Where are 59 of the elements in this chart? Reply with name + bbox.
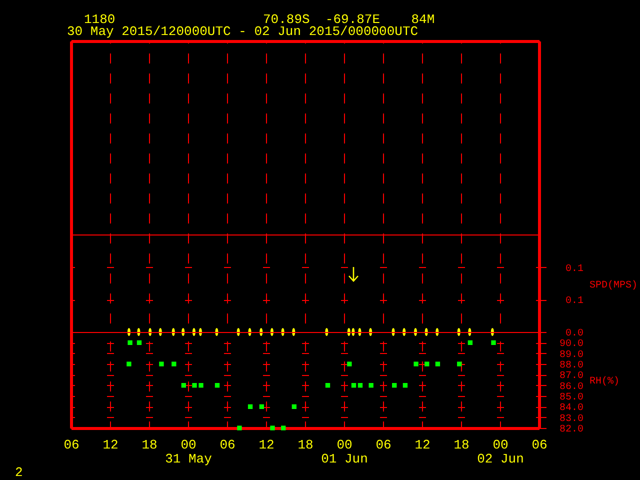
point: [126, 362, 132, 366]
y-tick-label: 84.0: [559, 403, 584, 414]
point: [280, 426, 286, 430]
y-axis-title: SPD(MPS): [590, 279, 638, 292]
x-tick-label: 18: [298, 438, 314, 452]
point: [347, 362, 352, 366]
x-tick-label: 00 31 May: [165, 438, 212, 466]
point: [292, 404, 297, 410]
y-tick-label: 90.0: [559, 339, 584, 350]
point: [172, 362, 176, 366]
y-axis-title: RH(%): [590, 376, 620, 388]
point: [368, 382, 374, 388]
point: [457, 362, 462, 366]
point: [325, 382, 330, 388]
point: [128, 340, 132, 346]
y-tick-label: 86.0: [559, 382, 584, 393]
y-tick-label: 87.0: [559, 371, 584, 382]
point: [259, 404, 264, 410]
text: 70.89S -69.87E 84M: [263, 12, 435, 27]
x-tick-label: 06: [220, 438, 236, 452]
point: [248, 404, 253, 410]
x-tick-label: 12: [414, 438, 430, 452]
y-tick-label: 88.0: [559, 360, 584, 372]
y-tick-label: 82.0: [559, 424, 584, 436]
point: [136, 340, 142, 346]
point: [414, 362, 418, 366]
point: [192, 382, 197, 388]
x-tick-label: 18: [142, 438, 158, 452]
point: [159, 362, 164, 366]
point: [424, 362, 430, 366]
point: [402, 382, 408, 388]
point: [435, 362, 440, 366]
point: [491, 340, 496, 346]
point: [351, 382, 356, 388]
y-tick-label: 85.0: [559, 392, 584, 404]
text: 1180: [84, 12, 116, 27]
point: [468, 340, 473, 346]
y-tick-label: 83.0: [559, 414, 584, 425]
x-tick-label: 06: [376, 438, 392, 452]
y-tick-label: 0.1: [565, 264, 584, 275]
point: [214, 382, 220, 388]
y-tick-label: 89.0: [559, 350, 584, 361]
x-tick-label: 12: [102, 438, 118, 452]
x-tick-label: 00 01 Jun: [321, 438, 368, 466]
point: [237, 426, 242, 430]
point: [181, 382, 186, 388]
x-tick-label: 06: [532, 438, 548, 452]
point: [270, 426, 275, 430]
y-tick-label: 0.1: [565, 296, 584, 308]
x-tick-label: 18: [454, 438, 470, 452]
chart-title: 30 May 2015/120000UTC - 02 Jun 2015/000000UTC: [67, 24, 418, 39]
text: 2: [15, 465, 23, 480]
x-tick-label: 06: [64, 438, 80, 452]
x-tick-label: 00 02 Jun: [477, 438, 524, 466]
y-tick-label: 0.0: [565, 328, 584, 340]
x-tick-label: 12: [258, 438, 274, 452]
point: [358, 382, 363, 388]
point: [198, 382, 204, 388]
point: [392, 382, 397, 388]
